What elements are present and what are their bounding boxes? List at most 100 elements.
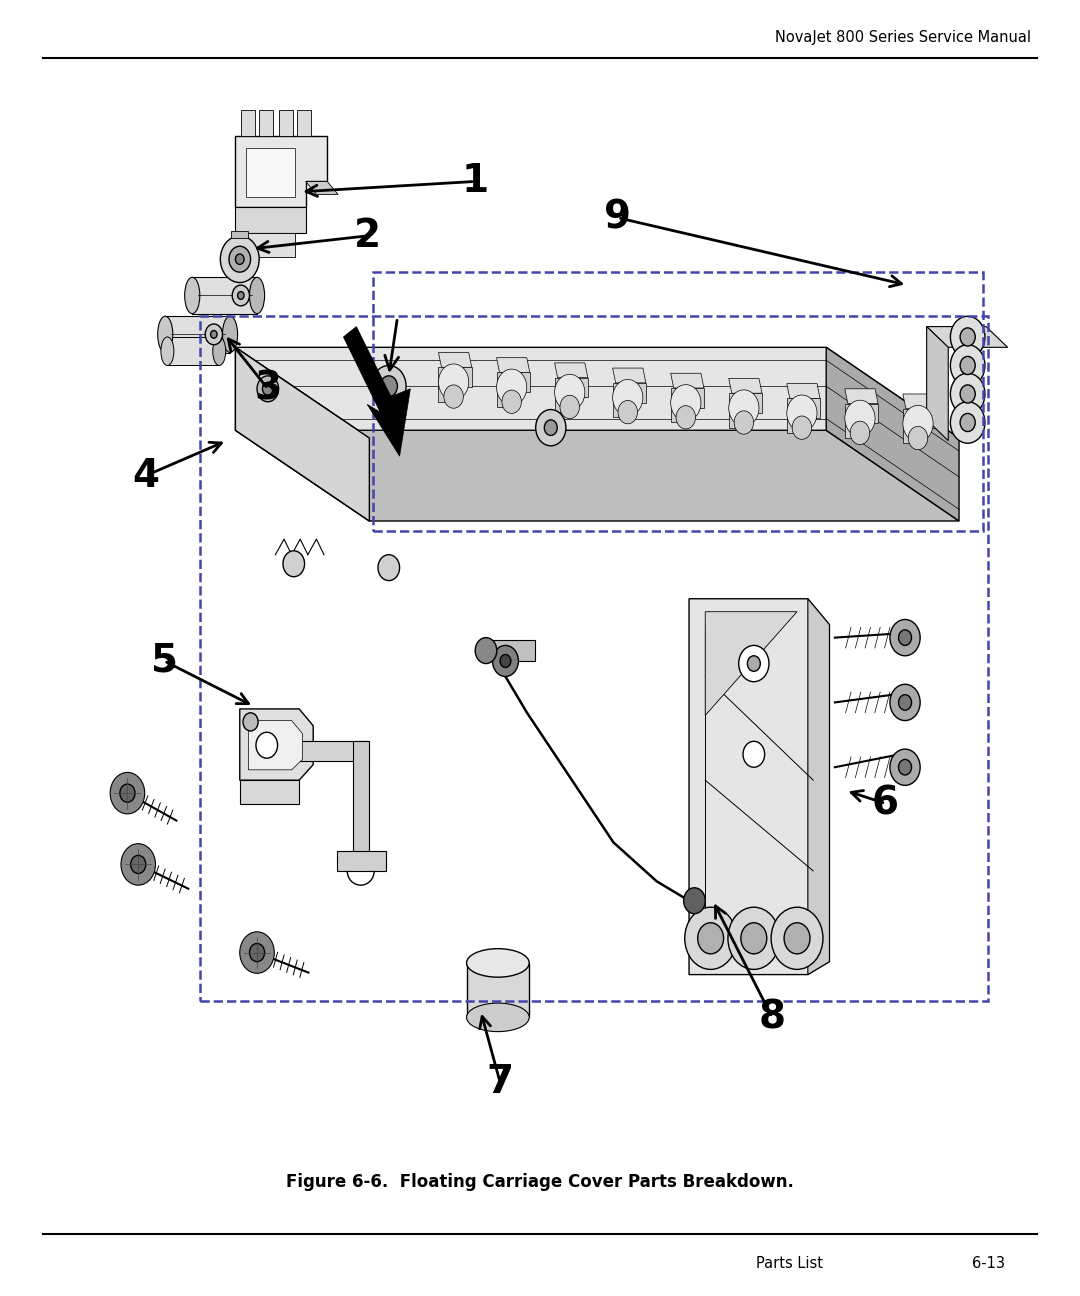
Polygon shape [869, 403, 878, 424]
Circle shape [890, 749, 920, 785]
Circle shape [684, 888, 705, 914]
Circle shape [771, 907, 823, 969]
Polygon shape [903, 394, 936, 408]
Circle shape [890, 619, 920, 656]
Circle shape [729, 390, 759, 426]
Circle shape [249, 943, 265, 962]
Polygon shape [246, 148, 295, 197]
Circle shape [372, 365, 406, 407]
Polygon shape [612, 382, 619, 417]
Circle shape [257, 376, 279, 402]
Polygon shape [467, 963, 529, 1017]
Circle shape [110, 772, 145, 814]
Polygon shape [927, 327, 948, 441]
Polygon shape [438, 353, 472, 367]
Polygon shape [786, 384, 820, 398]
Circle shape [685, 907, 737, 969]
Circle shape [899, 695, 912, 710]
Circle shape [380, 376, 397, 397]
Circle shape [612, 380, 643, 416]
Polygon shape [343, 327, 410, 456]
Circle shape [121, 844, 156, 885]
Polygon shape [555, 377, 561, 412]
Polygon shape [826, 347, 959, 521]
Polygon shape [927, 408, 936, 429]
Circle shape [676, 406, 696, 429]
Polygon shape [165, 316, 230, 353]
FancyArrowPatch shape [384, 320, 399, 371]
Circle shape [232, 285, 249, 306]
Polygon shape [671, 373, 704, 388]
Text: 4: 4 [133, 456, 160, 495]
Polygon shape [903, 408, 909, 443]
Polygon shape [927, 327, 1008, 347]
Circle shape [220, 236, 259, 283]
Polygon shape [306, 181, 338, 194]
Circle shape [205, 324, 222, 345]
Polygon shape [845, 403, 851, 438]
Circle shape [950, 402, 985, 443]
Circle shape [502, 390, 522, 413]
Polygon shape [438, 367, 445, 402]
Ellipse shape [249, 277, 265, 314]
Circle shape [845, 400, 875, 437]
Polygon shape [299, 741, 369, 761]
Circle shape [747, 656, 760, 671]
Polygon shape [612, 368, 646, 382]
Circle shape [120, 784, 135, 802]
Circle shape [734, 411, 754, 434]
Polygon shape [786, 398, 793, 433]
Polygon shape [808, 599, 829, 975]
Circle shape [960, 413, 975, 432]
Circle shape [786, 395, 818, 432]
Polygon shape [167, 337, 219, 365]
Ellipse shape [222, 316, 238, 353]
Circle shape [899, 759, 912, 775]
Polygon shape [235, 347, 959, 438]
Circle shape [536, 410, 566, 446]
Polygon shape [235, 207, 306, 233]
Polygon shape [279, 110, 293, 136]
Circle shape [378, 555, 400, 581]
Circle shape [229, 246, 251, 272]
Circle shape [256, 732, 278, 758]
Polygon shape [235, 136, 327, 207]
Polygon shape [353, 741, 369, 858]
Circle shape [243, 713, 258, 731]
Circle shape [960, 385, 975, 403]
Circle shape [131, 855, 146, 874]
Circle shape [950, 345, 985, 386]
Circle shape [784, 923, 810, 954]
Circle shape [382, 397, 395, 412]
Circle shape [475, 638, 497, 664]
Polygon shape [491, 640, 535, 661]
Text: 1: 1 [461, 162, 489, 201]
Polygon shape [248, 721, 302, 770]
Circle shape [743, 741, 765, 767]
Polygon shape [497, 372, 502, 407]
Circle shape [850, 421, 869, 445]
Polygon shape [240, 780, 299, 804]
Polygon shape [729, 378, 762, 393]
Circle shape [559, 395, 579, 419]
Ellipse shape [185, 277, 200, 314]
Ellipse shape [161, 337, 174, 365]
Circle shape [950, 316, 985, 358]
Text: 6: 6 [873, 784, 899, 823]
Polygon shape [337, 851, 386, 871]
Circle shape [899, 630, 912, 645]
Circle shape [671, 385, 701, 421]
Ellipse shape [158, 316, 173, 353]
Circle shape [950, 373, 985, 415]
Polygon shape [753, 393, 762, 413]
Polygon shape [845, 389, 878, 403]
Ellipse shape [213, 337, 226, 365]
Circle shape [739, 645, 769, 682]
Text: 8: 8 [758, 998, 785, 1037]
Polygon shape [231, 231, 248, 238]
Polygon shape [235, 347, 369, 521]
Circle shape [618, 400, 637, 424]
Polygon shape [811, 398, 820, 419]
Circle shape [235, 254, 244, 264]
Polygon shape [240, 709, 313, 780]
